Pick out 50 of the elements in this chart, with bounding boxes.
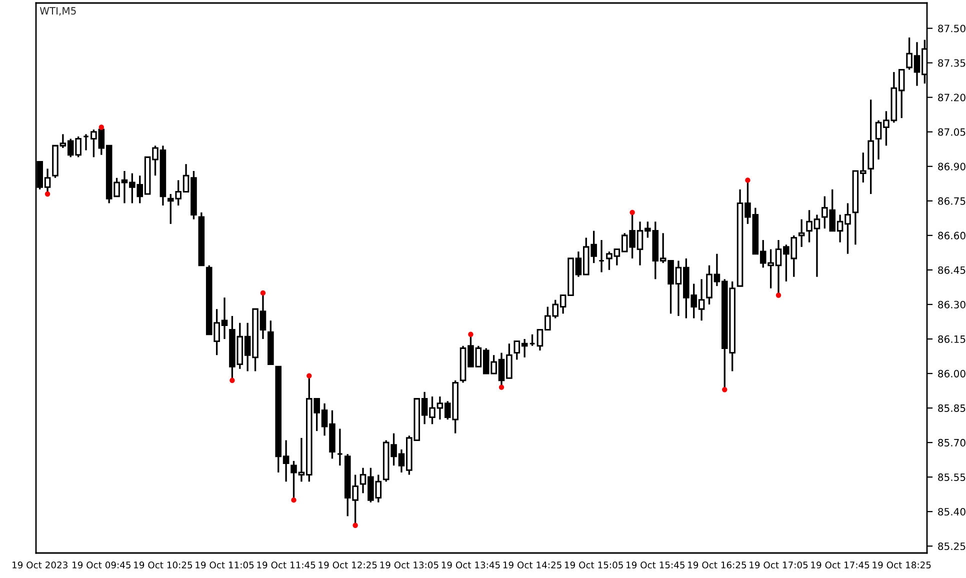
y-tick-label: 87.05 — [938, 128, 966, 136]
point — [745, 178, 750, 183]
point — [468, 332, 474, 337]
point — [722, 387, 728, 392]
y-tick-label: 86.90 — [938, 162, 966, 170]
y-tick-label: 85.40 — [938, 508, 966, 516]
y-tick-label: 87.50 — [938, 24, 966, 32]
y-tick-label: 85.70 — [938, 438, 966, 446]
point — [630, 210, 635, 216]
y-tick-label: 86.75 — [938, 197, 966, 205]
y-tick-label: 86.00 — [938, 370, 966, 378]
x-tick-label: 19 Oct 13:05 — [380, 561, 438, 568]
chart-title: WTI,M5 — [40, 7, 76, 16]
point — [260, 290, 266, 296]
x-tick-label: 19 Oct 15:45 — [626, 561, 684, 568]
point — [291, 497, 296, 503]
candlestick — [598, 239, 605, 274]
x-tick-label: 19 Oct 13:45 — [442, 561, 500, 568]
point — [498, 384, 504, 390]
y-tick-label: 85.55 — [938, 473, 966, 481]
x-tick-label: 19 Oct 11:05 — [196, 561, 254, 568]
x-tick-label: 19 Oct 17:45 — [811, 561, 870, 568]
x-tick-label: 19 Oct 11:45 — [257, 561, 316, 568]
x-tick-label: 19 Oct 16:25 — [688, 561, 746, 568]
candlestick — [336, 428, 344, 466]
x-tick-label: 19 Oct 12:25 — [318, 561, 377, 568]
x-tick-label: 19 Oct 10:25 — [134, 561, 192, 568]
point — [776, 292, 782, 298]
point — [352, 522, 358, 528]
y-tick-label: 87.35 — [938, 59, 966, 67]
y-tick-label: 86.15 — [938, 335, 966, 343]
candlestick — [529, 334, 536, 347]
x-tick-label: 19 Oct 2023 — [12, 561, 68, 568]
y-tick-label: 85.85 — [938, 404, 966, 412]
x-tick-label: 19 Oct 17:05 — [750, 561, 808, 568]
x-tick-label: 19 Oct 09:45 — [72, 561, 130, 568]
point — [230, 378, 235, 384]
point — [44, 191, 50, 197]
y-tick-label: 86.30 — [938, 300, 966, 308]
x-tick-label: 19 Oct 18:25 — [872, 561, 931, 568]
point — [306, 373, 312, 378]
y-tick-label: 86.45 — [938, 266, 966, 274]
y-tick-label: 85.25 — [938, 542, 966, 550]
y-tick-label: 87.20 — [938, 94, 966, 102]
x-tick-label: 19 Oct 15:05 — [564, 561, 623, 568]
point — [98, 124, 104, 130]
candlestick — [82, 133, 90, 152]
x-tick-label: 19 Oct 14:25 — [503, 561, 562, 568]
candlestick — [798, 218, 805, 248]
y-tick-label: 86.60 — [938, 232, 966, 240]
